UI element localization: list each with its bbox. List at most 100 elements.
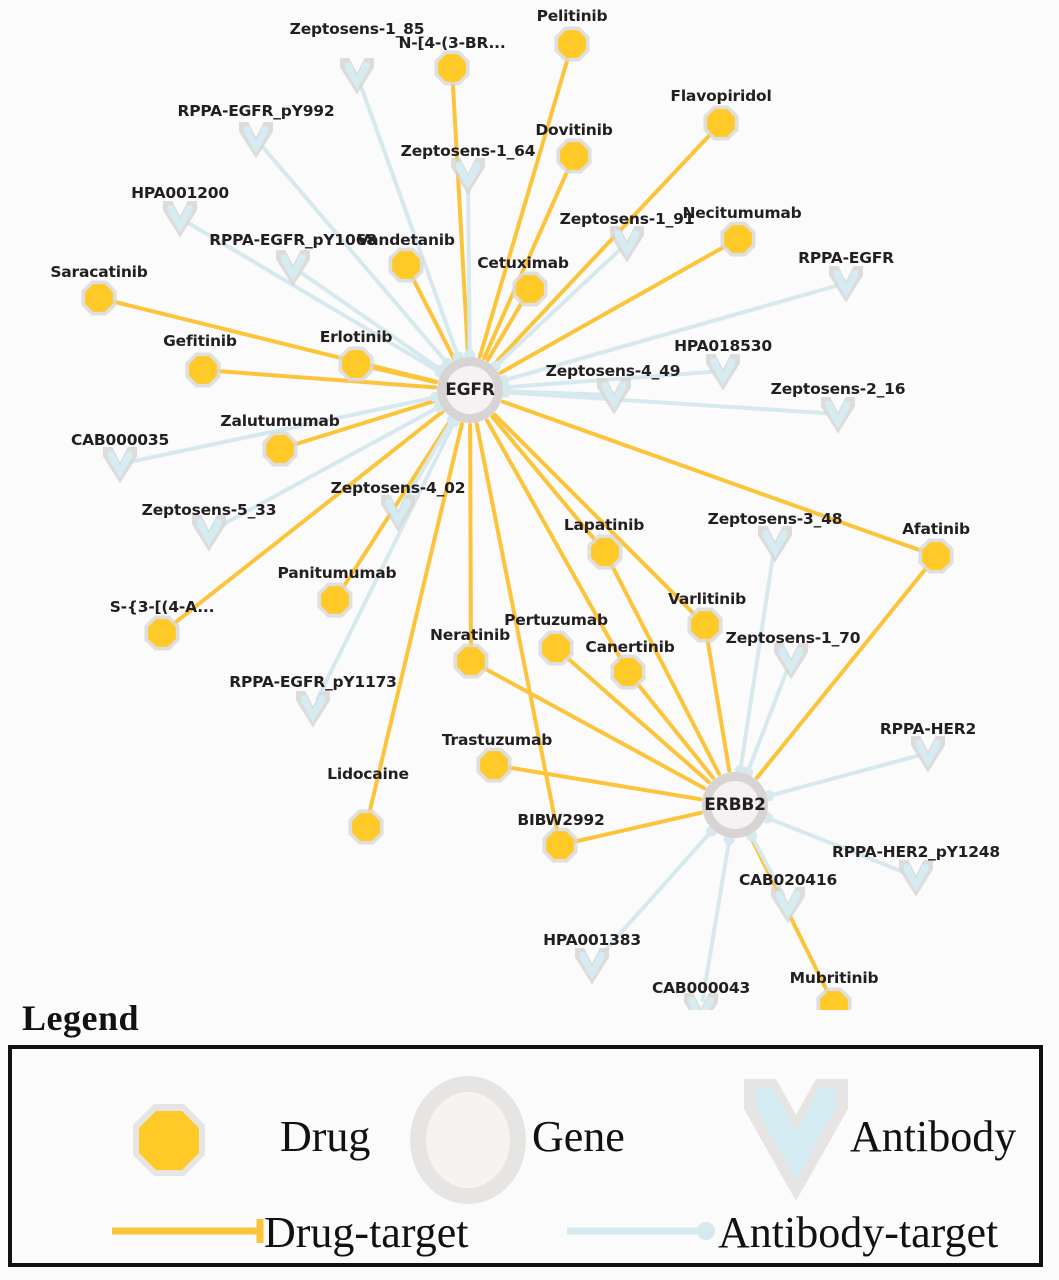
antibody-node[interactable] xyxy=(296,691,330,728)
drug-node[interactable] xyxy=(610,654,646,690)
drug-node[interactable] xyxy=(262,431,298,467)
antibody-node[interactable] xyxy=(758,526,792,563)
antibody-glyph xyxy=(196,519,222,547)
drug-node[interactable] xyxy=(453,643,489,679)
drug-node[interactable] xyxy=(687,607,723,643)
drug-node[interactable] xyxy=(476,747,512,783)
drug-label: N-[4-(3-BR... xyxy=(398,34,506,52)
antibody-label: HPA001383 xyxy=(543,931,641,949)
drug-target-edge xyxy=(474,422,560,834)
drug-node[interactable] xyxy=(720,221,756,257)
drug-target-edge xyxy=(498,243,728,375)
drug-label: Flavopiridol xyxy=(670,87,772,105)
drug-target-edge xyxy=(340,417,454,591)
drug-node[interactable] xyxy=(338,346,374,382)
antibody-label: Zeptosens-1_91 xyxy=(559,210,695,228)
antibody-label: Zeptosens-2_16 xyxy=(770,380,906,398)
antibody-node[interactable] xyxy=(597,378,631,415)
drug-node[interactable] xyxy=(554,26,590,62)
drug-node[interactable] xyxy=(317,582,353,618)
drug-node[interactable] xyxy=(538,630,574,666)
drug-label: Cetuximab xyxy=(477,254,569,272)
drug-node[interactable] xyxy=(918,538,954,574)
drug-glyph xyxy=(480,751,508,779)
network-graph[interactable]: EGFR ERBB2 Zeptosens-1_85 RPPA-EGFR_pY992 Ze… xyxy=(0,0,1059,1030)
antibody-node[interactable] xyxy=(610,226,644,263)
antibody-target-edge xyxy=(493,247,622,369)
drug-glyph xyxy=(392,251,420,279)
drug-node[interactable] xyxy=(556,138,592,174)
drug-target-edge xyxy=(170,409,445,627)
drug-node[interactable] xyxy=(703,105,739,141)
legend-svg xyxy=(112,1076,848,1243)
drug-glyph xyxy=(189,356,217,384)
antibody-node[interactable] xyxy=(163,201,197,238)
legend-antibody-icon xyxy=(744,1079,848,1201)
antibody-glyph xyxy=(778,647,804,675)
drug-target-edge xyxy=(450,79,471,358)
antibody-node[interactable] xyxy=(575,948,609,985)
drug-glyph xyxy=(321,586,349,614)
antibody-glyph xyxy=(107,451,133,479)
antibody-node[interactable] xyxy=(103,447,137,484)
antibody-node[interactable] xyxy=(239,122,273,159)
antibody-node[interactable] xyxy=(276,250,310,287)
antibody-glyph xyxy=(300,695,326,723)
antibody-label: CAB000043 xyxy=(651,979,751,997)
antibody-node[interactable] xyxy=(340,58,374,95)
antibody-node[interactable] xyxy=(192,515,226,552)
drug-target-edge xyxy=(482,166,571,361)
drug-label: Lidocaine xyxy=(327,765,409,783)
gene-node[interactable] xyxy=(437,357,503,423)
antibody-glyph xyxy=(614,230,640,258)
drug-node[interactable] xyxy=(81,280,117,316)
antibody-node[interactable] xyxy=(381,495,415,532)
drug-label: Canertinib xyxy=(585,638,675,656)
drug-target-edge xyxy=(609,562,722,776)
drug-glyph xyxy=(85,284,113,312)
drug-target-edge xyxy=(500,399,925,554)
drug-label: Neratinib xyxy=(430,626,510,644)
antibody-label: Zeptosens-5_33 xyxy=(141,501,277,519)
drug-label: Necitumumab xyxy=(682,204,802,222)
antibody-node[interactable] xyxy=(821,397,855,434)
drug-target-edge xyxy=(214,369,438,390)
antibody-target-edge xyxy=(765,815,909,876)
antibody-glyph xyxy=(579,952,605,980)
antibody-label: Zeptosens-3_48 xyxy=(707,510,843,528)
antibody-node[interactable] xyxy=(774,643,808,680)
antibody-node[interactable] xyxy=(706,354,740,391)
antibody-label: CAB000035 xyxy=(70,431,170,449)
drug-node[interactable] xyxy=(185,352,221,388)
drug-node[interactable] xyxy=(434,50,470,86)
antibody-node[interactable] xyxy=(829,266,863,303)
drug-target-edge xyxy=(564,655,711,784)
antibody-node[interactable] xyxy=(899,860,933,897)
drug-node[interactable] xyxy=(587,534,623,570)
drug-glyph xyxy=(542,634,570,662)
antibody-glyph xyxy=(775,891,801,919)
drug-node[interactable] xyxy=(388,247,424,283)
drug-target-edge xyxy=(367,422,464,816)
antibody-node[interactable] xyxy=(771,887,805,924)
antibody-glyph xyxy=(762,530,788,558)
drug-target-edge xyxy=(705,636,732,773)
gene-core xyxy=(711,781,759,829)
drug-label: Afatinib xyxy=(902,520,970,538)
drug-node[interactable] xyxy=(144,615,180,651)
drug-node[interactable] xyxy=(512,271,548,307)
antibody-node[interactable] xyxy=(451,158,485,195)
drug-target-edge xyxy=(477,55,571,359)
antibody-label: HPA001200 xyxy=(131,184,229,202)
legend-section: Legend Drug Gene xyxy=(0,995,1059,1280)
drug-target-edge xyxy=(571,810,703,844)
antibody-target-edge xyxy=(401,418,455,506)
gene-node[interactable] xyxy=(702,772,768,838)
antibody-glyph xyxy=(688,997,714,1025)
drug-node[interactable] xyxy=(348,809,384,845)
antibody-glyph xyxy=(710,358,736,386)
antibody-node[interactable] xyxy=(911,736,945,773)
drug-label: Zalutumumab xyxy=(220,412,340,430)
drug-label: Vandetanib xyxy=(357,231,455,249)
drug-node[interactable] xyxy=(542,827,578,863)
